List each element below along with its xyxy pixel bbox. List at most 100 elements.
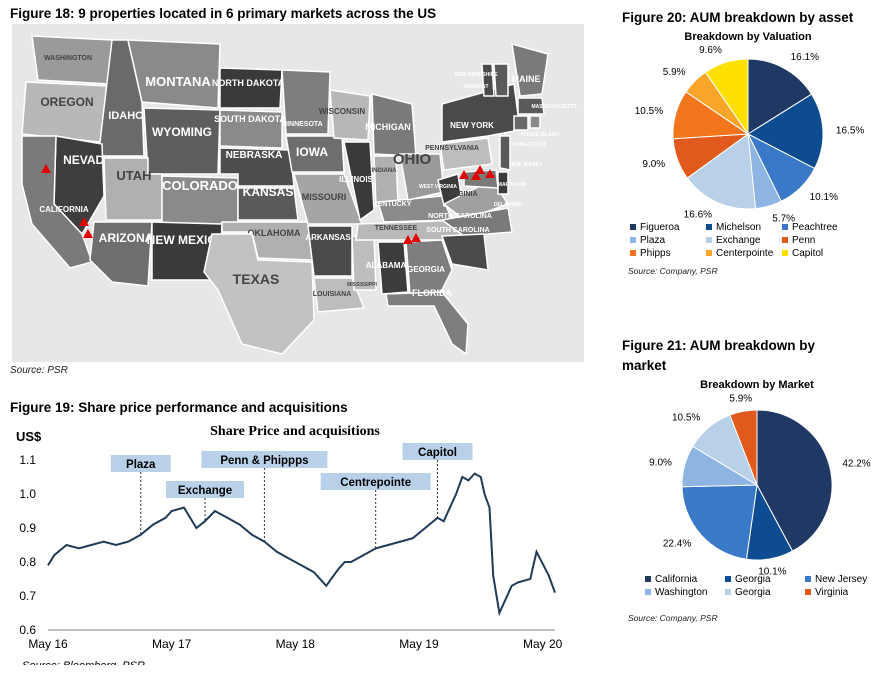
legend-item: Michelson <box>706 222 761 233</box>
legend-item: Plaza <box>630 235 665 246</box>
state-label-utah: UTAH <box>116 168 151 183</box>
state-label-oklahoma: OKLAHOMA <box>248 228 301 238</box>
state-label-oregon: OREGON <box>40 95 93 109</box>
legend-swatch <box>630 250 636 257</box>
legend-swatch <box>725 576 731 583</box>
pie-data-label: 22.4% <box>663 538 691 549</box>
state-south-carolina <box>440 233 489 271</box>
state-label-wyoming: WYOMING <box>152 125 212 139</box>
state-arkansas <box>307 225 353 277</box>
pie-slice-exchange <box>686 133 757 210</box>
x-tick-label: May 17 <box>152 637 192 651</box>
annotation-box <box>402 443 473 460</box>
state-vermont <box>481 63 495 97</box>
state-label-florida: FLORIDA <box>412 288 452 298</box>
legend-label: Phipps <box>640 248 671 259</box>
property-marker-icon <box>403 235 413 244</box>
legend-item: Georgia <box>725 587 771 598</box>
legend-swatch <box>645 576 651 583</box>
y-tick-label: 0.9 <box>19 521 36 535</box>
state-kansas <box>237 187 299 221</box>
legend-item: Figueroa <box>630 222 679 233</box>
asset-pie-chart: Breakdown by Valuation 16.1% 16.5% 10.1% 5.7… <box>635 31 865 225</box>
state-label-north-dakota: NORTH DAKOTA <box>212 78 285 88</box>
state-label-illinois: ILLINOIS <box>339 175 373 184</box>
state-label-west-virginia: WEST VIRGINIA <box>419 184 457 190</box>
legend-label: Virginia <box>815 587 849 598</box>
state-label-indiana: INDIANA <box>372 168 398 174</box>
state-louisiana <box>313 277 366 313</box>
pie-title: Breakdown by Valuation <box>684 31 811 43</box>
legend-item: Capitol <box>782 248 823 259</box>
state-label-kentucky: KENTUCKY <box>373 201 412 208</box>
legend-item: California <box>645 574 697 585</box>
y-tick-label: 0.7 <box>19 589 36 603</box>
state-label-maine: MAINE <box>512 74 541 84</box>
state-new-jersey <box>499 135 511 171</box>
pie-data-label: 5.9% <box>729 394 752 405</box>
pie-slice-virginia <box>729 409 758 486</box>
legend-item: Peachtree <box>782 222 838 233</box>
legend-item: Virginia <box>805 587 848 598</box>
state-arizona <box>89 221 153 287</box>
fig21-title: Figure 21: AUM breakdown by market <box>622 338 816 373</box>
state-label-new-mexico: NEW MEXICO <box>147 233 226 247</box>
legend-label: Penn <box>792 235 816 246</box>
property-marker-icon <box>475 165 485 174</box>
pie-data-label: 10.1% <box>758 567 786 576</box>
legend-swatch <box>782 224 788 231</box>
legend-label: Michelson <box>716 222 762 233</box>
annotation-label: Exchange <box>178 485 232 497</box>
property-marker-icon <box>83 229 93 238</box>
state-label-south-carolina: SOUTH CAROLINA <box>426 227 489 234</box>
state-label-south-dakota: SOUTH DAKOTA <box>214 114 286 124</box>
pie-data-label: 16.6% <box>684 209 712 220</box>
share-price-chart: US$ Share Price and acquisitions 0.6 0.7 0.8… <box>16 424 563 665</box>
pie-data-label: 5.7% <box>772 214 795 225</box>
x-tick-label: May 20 <box>523 637 563 651</box>
pie-data-label: 10.5% <box>635 106 663 117</box>
fig21-source: Source: Company, PSR <box>628 613 718 623</box>
property-marker-icon <box>41 164 51 173</box>
fig18-title: Figure 18: 9 properties located in 6 pri… <box>10 6 437 21</box>
legend-label: Plaza <box>640 235 666 246</box>
pie-data-label: 16.1% <box>791 52 819 63</box>
state-maine <box>511 42 549 97</box>
legend-label: Washington <box>655 587 708 598</box>
state-virginia <box>442 179 510 221</box>
state-label-washington: WASHINGTON <box>44 55 92 62</box>
legend-swatch <box>805 589 811 596</box>
legend-item: Exchange <box>706 235 760 246</box>
legend-label: Figueroa <box>640 222 680 233</box>
state-georgia <box>405 239 453 295</box>
state-label-arizona: ARIZONA <box>99 231 154 245</box>
us-map-panel: WASHINGTON OREGON IDAHO MONTANA WYOMING NEVAD… <box>12 24 584 362</box>
state-label-texas: TEXAS <box>233 271 280 287</box>
state-oregon <box>21 81 111 143</box>
x-tick-label: May 19 <box>399 637 439 651</box>
annotation-box <box>320 473 431 490</box>
annotation-label: Plaza <box>126 459 156 471</box>
y-tick-label: 1.0 <box>19 487 36 501</box>
legend-swatch <box>630 237 636 244</box>
fig19-source: Source: Bloomberg, PSR <box>22 660 145 665</box>
state-label-maryland: MARYLAND <box>498 182 527 188</box>
annotation-label: Penn & Phippps <box>220 455 308 467</box>
state-label-montana: MONTANA <box>145 74 211 89</box>
x-tick-label: May 16 <box>28 637 68 651</box>
state-label-missouri: MISSOURI <box>302 192 347 202</box>
state-south-dakota <box>219 109 283 149</box>
legend-swatch <box>630 224 636 231</box>
state-label-colorado: COLORADO <box>162 178 238 193</box>
market-legend: California Georgia New Jersey Washington Geo… <box>645 574 875 606</box>
legend-swatch <box>706 224 712 231</box>
legend-item: Washington <box>645 587 707 598</box>
legend-item: Phipps <box>630 248 671 259</box>
fig19-title: Figure 19: Share price performance and a… <box>10 400 348 415</box>
state-label-iowa: IOWA <box>296 145 328 159</box>
property-marker-icon <box>411 233 421 242</box>
state-minnesota <box>281 69 331 135</box>
legend-swatch <box>782 237 788 244</box>
state-label-vermont: VERMONT <box>464 84 489 90</box>
legend-item: Georgia <box>725 574 771 585</box>
